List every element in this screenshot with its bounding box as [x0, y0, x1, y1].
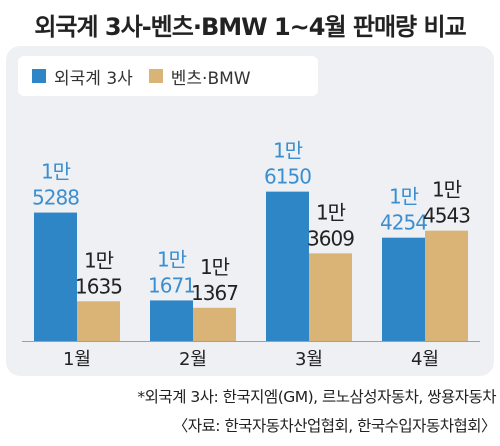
bar-benz-bmw-4	[425, 230, 468, 341]
bar-benz-bmw-1	[77, 301, 120, 341]
legend-swatch-foreign	[32, 69, 46, 83]
data-label-foreign-4-lower: 4254	[380, 211, 427, 235]
data-label-benz-bmw-3-upper: 1만	[316, 200, 346, 224]
x-tick-label-3: 3월	[295, 349, 323, 370]
data-label-benz-bmw-4-lower: 4543	[423, 204, 470, 228]
data-label-foreign-3-lower: 6150	[264, 165, 311, 189]
legend: 외국계 3사 벤츠·BMW	[18, 56, 318, 96]
legend-label-benz-bmw: 벤츠·BMW	[170, 68, 251, 89]
x-tick-label-4: 4월	[411, 349, 439, 370]
bar-foreign-4	[382, 237, 425, 341]
legend-swatch-benz-bmw	[148, 69, 163, 83]
data-label-foreign-2-upper: 1만	[157, 247, 187, 271]
data-label-foreign-2-lower: 1671	[148, 273, 195, 297]
data-label-benz-bmw-1-lower: 1635	[75, 274, 122, 298]
data-label-benz-bmw-2-lower: 1367	[191, 281, 238, 305]
data-label-foreign-1-lower: 5288	[32, 186, 79, 210]
x-tick-label-1: 1월	[63, 349, 91, 370]
chart-title: 외국계 3사-벤츠·BMW 1~4월 판매량 비교	[34, 12, 466, 41]
bar-benz-bmw-2	[193, 307, 236, 341]
data-label-benz-bmw-2-upper: 1만	[200, 255, 230, 279]
data-label-benz-bmw-1-upper: 1만	[84, 248, 114, 272]
bar-foreign-3	[266, 191, 309, 341]
data-label-benz-bmw-3-lower: 3609	[307, 226, 354, 250]
bar-benz-bmw-3	[309, 253, 352, 341]
legend-item-benz-bmw: 벤츠·BMW	[148, 64, 251, 89]
data-label-benz-bmw-4-upper: 1만	[432, 178, 462, 202]
data-label-foreign-4-upper: 1만	[389, 185, 419, 209]
footnote: *외국계 3사: 한국지엠(GM), 르노삼성자동차, 쌍용자동차	[137, 388, 496, 406]
bar-foreign-1	[34, 212, 77, 341]
legend-item-foreign: 외국계 3사	[32, 64, 133, 89]
data-label-foreign-3-upper: 1만	[273, 139, 303, 163]
source-note: 〈자료: 한국자동차산업협회, 한국수입자동차협회〉	[172, 417, 497, 435]
x-tick-label-2: 2월	[179, 349, 207, 370]
data-label-foreign-1-upper: 1만	[41, 160, 71, 184]
bar-foreign-2	[150, 300, 193, 341]
legend-label-foreign: 외국계 3사	[54, 68, 133, 89]
